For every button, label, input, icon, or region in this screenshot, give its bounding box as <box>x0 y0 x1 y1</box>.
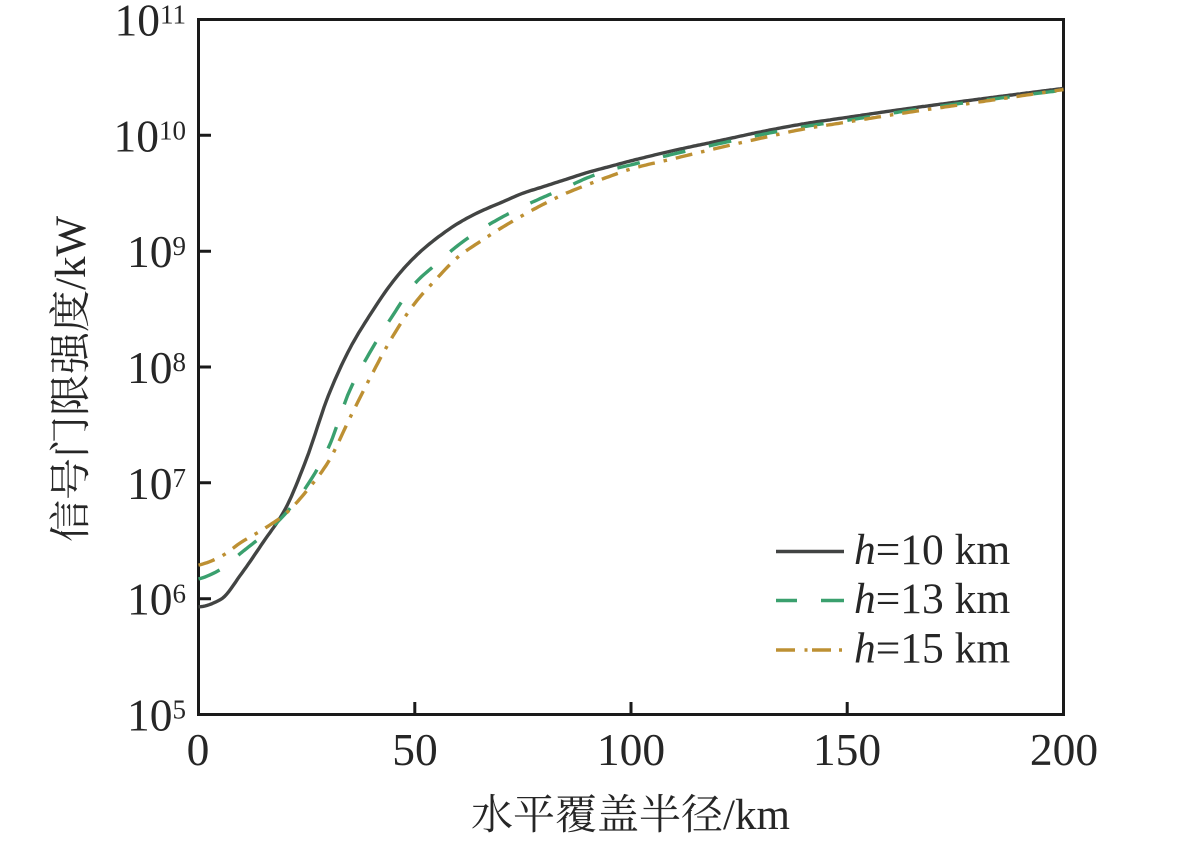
svg-text:h=13 km: h=13 km <box>854 575 1010 623</box>
svg-text:h=15 km: h=15 km <box>854 625 1010 673</box>
svg-text:50: 50 <box>392 724 438 775</box>
svg-text:/kW: /kW <box>48 216 95 290</box>
svg-text:h=10 km: h=10 km <box>854 526 1010 574</box>
svg-text:109: 109 <box>127 226 186 277</box>
svg-text:150: 150 <box>813 724 881 775</box>
svg-text:100: 100 <box>597 724 665 775</box>
svg-text:0: 0 <box>187 724 210 775</box>
svg-text:105: 105 <box>127 690 186 741</box>
svg-text:/km: /km <box>723 792 790 839</box>
svg-text:200: 200 <box>1030 724 1098 775</box>
